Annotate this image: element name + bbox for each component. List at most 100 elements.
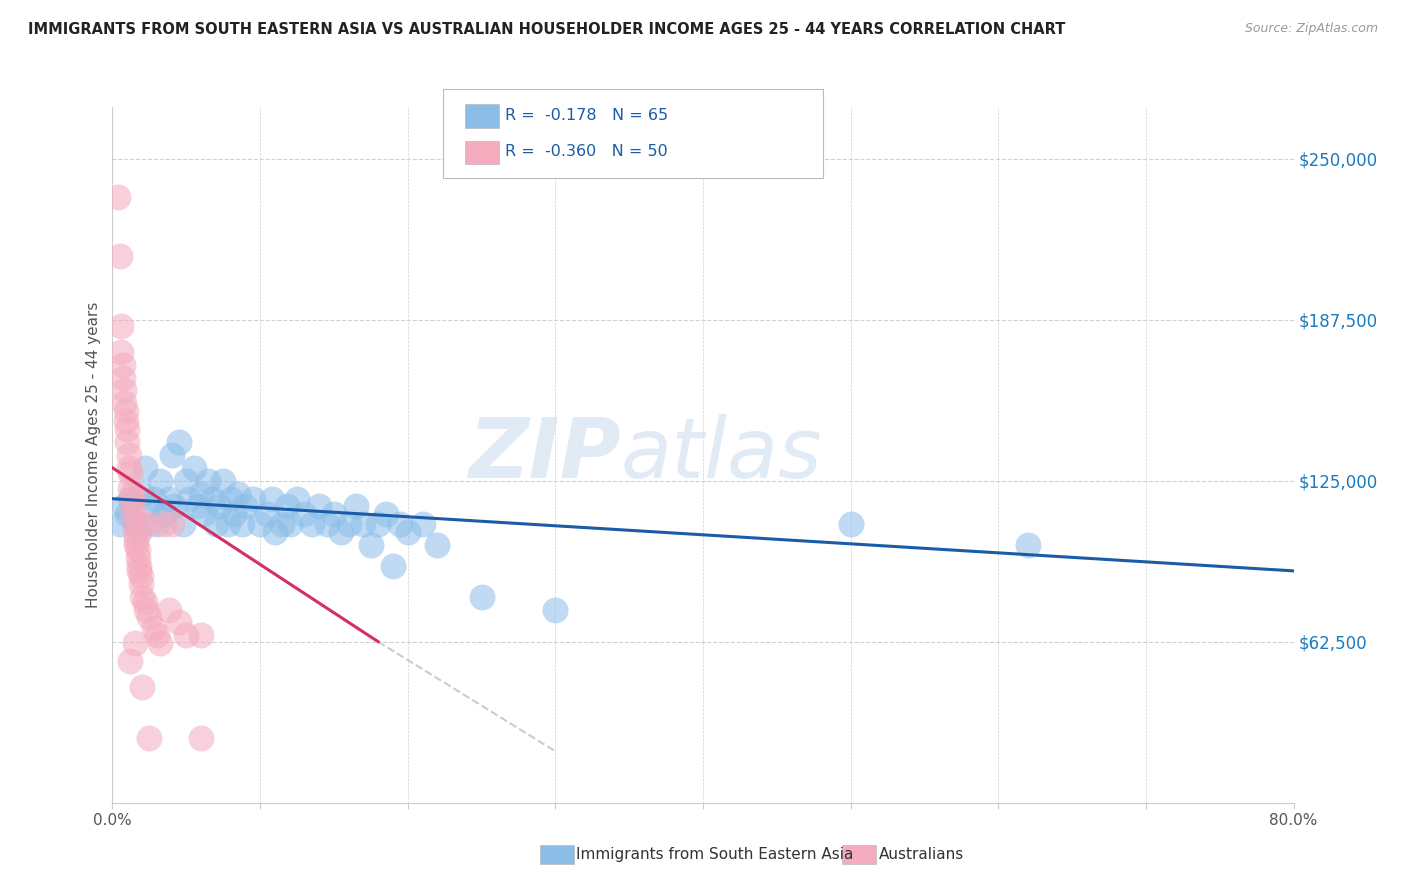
Point xyxy=(118,460,141,475)
Point xyxy=(153,517,176,532)
Point xyxy=(396,525,419,540)
Point xyxy=(278,517,301,532)
Point xyxy=(127,551,149,566)
Text: atlas: atlas xyxy=(620,415,823,495)
Point xyxy=(256,507,278,521)
Y-axis label: Householder Income Ages 25 - 44 years: Householder Income Ages 25 - 44 years xyxy=(86,301,101,608)
Point xyxy=(118,448,141,462)
Point xyxy=(160,448,183,462)
Point xyxy=(142,621,165,635)
Point xyxy=(190,628,212,642)
Point xyxy=(292,507,315,521)
Point xyxy=(167,615,190,630)
Point xyxy=(108,517,131,532)
Point xyxy=(112,500,135,514)
Point xyxy=(107,190,129,204)
Point xyxy=(157,602,180,616)
Point xyxy=(110,319,132,334)
Point xyxy=(187,500,209,514)
Point xyxy=(149,474,172,488)
Point xyxy=(128,564,150,578)
Point xyxy=(190,486,212,500)
Text: Immigrants from South Eastern Asia: Immigrants from South Eastern Asia xyxy=(576,847,853,862)
Point xyxy=(146,628,169,642)
Point xyxy=(260,491,283,506)
Point xyxy=(301,517,323,532)
Point xyxy=(122,500,145,514)
Point xyxy=(163,500,186,514)
Point xyxy=(114,414,136,428)
Point xyxy=(131,590,153,604)
Point xyxy=(231,517,253,532)
Point xyxy=(124,517,146,532)
Point xyxy=(134,460,156,475)
Point xyxy=(142,491,165,506)
Point xyxy=(117,435,138,450)
Point xyxy=(330,525,353,540)
Point xyxy=(323,507,346,521)
Point xyxy=(197,474,219,488)
Point xyxy=(131,486,153,500)
Point xyxy=(315,517,337,532)
Point xyxy=(127,543,149,558)
Point xyxy=(389,517,412,532)
Point xyxy=(129,576,152,591)
Point xyxy=(111,370,134,384)
Point xyxy=(125,538,148,552)
Point xyxy=(146,517,169,532)
Point xyxy=(121,486,143,500)
Point xyxy=(120,466,142,480)
Point xyxy=(308,500,330,514)
Point xyxy=(138,731,160,746)
Point xyxy=(544,602,567,616)
Point xyxy=(183,460,205,475)
Point xyxy=(128,558,150,573)
Point xyxy=(276,500,298,514)
Point xyxy=(122,507,145,521)
Point xyxy=(352,517,374,532)
Point xyxy=(285,491,308,506)
Point xyxy=(205,517,228,532)
Point xyxy=(360,538,382,552)
Point xyxy=(117,422,138,436)
Point xyxy=(271,517,294,532)
Point xyxy=(839,517,862,532)
Point xyxy=(174,474,197,488)
Point xyxy=(129,569,152,583)
Point xyxy=(153,507,176,521)
Text: R =  -0.360   N = 50: R = -0.360 N = 50 xyxy=(505,145,668,159)
Point xyxy=(233,500,256,514)
Point xyxy=(201,491,224,506)
Point xyxy=(135,602,157,616)
Point xyxy=(138,610,160,624)
Point xyxy=(190,731,212,746)
Text: Source: ZipAtlas.com: Source: ZipAtlas.com xyxy=(1244,22,1378,36)
Point xyxy=(264,525,287,540)
Point xyxy=(121,491,143,506)
Point xyxy=(160,517,183,532)
Point xyxy=(217,517,239,532)
Point xyxy=(174,628,197,642)
Text: ZIP: ZIP xyxy=(468,415,620,495)
Text: R =  -0.178   N = 65: R = -0.178 N = 65 xyxy=(505,108,668,122)
Point xyxy=(157,491,180,506)
Point xyxy=(226,486,249,500)
Text: IMMIGRANTS FROM SOUTH EASTERN ASIA VS AUSTRALIAN HOUSEHOLDER INCOME AGES 25 - 44: IMMIGRANTS FROM SOUTH EASTERN ASIA VS AU… xyxy=(28,22,1066,37)
Point xyxy=(125,533,148,547)
Point xyxy=(112,384,135,398)
Point xyxy=(120,654,142,668)
Point xyxy=(208,500,231,514)
Point xyxy=(124,525,146,540)
Point xyxy=(149,636,172,650)
Point xyxy=(242,491,264,506)
Point xyxy=(138,517,160,532)
Point xyxy=(374,507,396,521)
Text: Australians: Australians xyxy=(879,847,965,862)
Point xyxy=(112,396,135,410)
Point xyxy=(222,507,245,521)
Point xyxy=(426,538,449,552)
Point xyxy=(124,636,146,650)
Point xyxy=(117,507,138,521)
Point xyxy=(179,491,201,506)
Point xyxy=(167,435,190,450)
